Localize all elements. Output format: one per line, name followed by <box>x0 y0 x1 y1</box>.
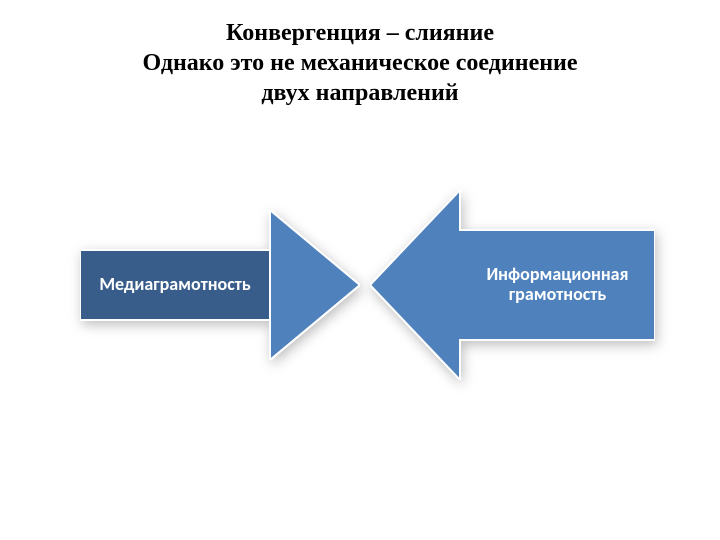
convergence-diagram: Медиаграмотность Информационная грамотно… <box>0 190 720 450</box>
arrow-right-poly <box>370 190 655 380</box>
title-line-2: Однако это не механическое соединение <box>0 48 720 78</box>
arrow-left-shape <box>80 210 360 360</box>
arrow-right-shape <box>370 190 655 380</box>
title-line-3: двух направлений <box>0 78 720 108</box>
arrow-left-body <box>80 250 270 320</box>
arrow-left: Медиаграмотность <box>80 210 360 360</box>
arrow-right: Информационная грамотность <box>370 190 655 380</box>
arrow-left-head <box>270 210 360 360</box>
page-title: Конвергенция – слияние Однако это не мех… <box>0 0 720 108</box>
title-line-1: Конвергенция – слияние <box>0 18 720 48</box>
